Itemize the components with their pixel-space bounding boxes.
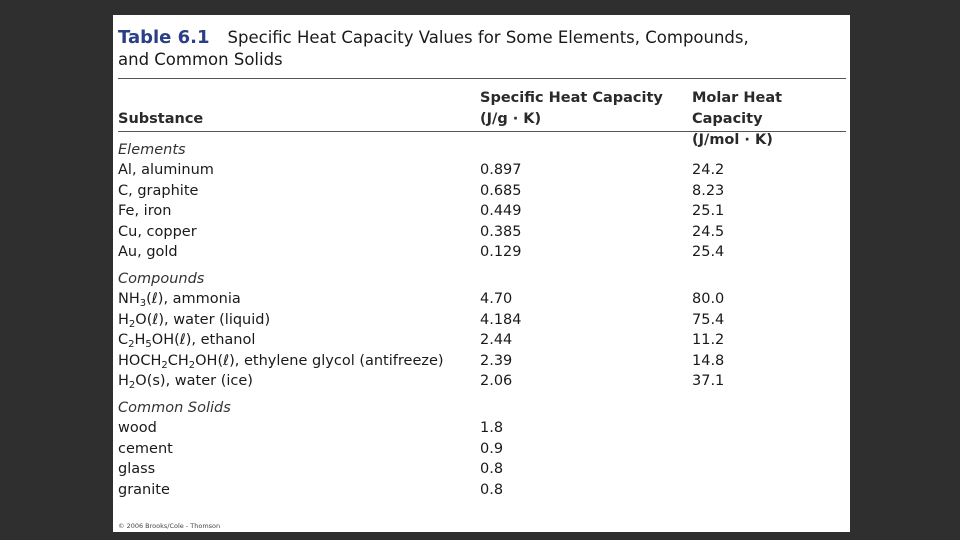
specific-heat-cell: 4.184 <box>480 311 522 328</box>
formula-part: HOCH <box>118 352 162 369</box>
substance-cell: glass <box>118 461 156 477</box>
table-row: H2O(s), water (ice) 2.06 37.1 <box>118 371 846 391</box>
table-row: glass 0.8 <box>118 459 846 479</box>
formula-part: C <box>118 332 129 348</box>
substance-cell: H2O(ℓ), water (liquid) <box>118 310 270 332</box>
substance-cell: Cu, copper <box>118 223 197 240</box>
formula-subscript: 2 <box>128 339 135 350</box>
formula-part: NH <box>118 291 140 307</box>
specific-heat-cell: 2.44 <box>480 332 513 348</box>
top-rule <box>118 78 846 79</box>
category-compounds: Compounds <box>118 271 205 287</box>
substance-cell: HOCH2CH2OH(ℓ), ethylene glycol (antifree… <box>118 351 444 373</box>
category-solids: Common Solids <box>118 400 231 416</box>
molar-heat-cell: 11.2 <box>692 332 725 348</box>
specific-heat-cell: 4.70 <box>480 291 513 307</box>
table-row: Al, aluminum 0.897 24.2 <box>118 160 846 180</box>
substance-cell: C2H5OH(ℓ), ethanol <box>118 330 255 352</box>
formula-part: OH(ℓ) <box>195 352 235 369</box>
table-row: Fe, iron 0.449 25.1 <box>118 201 846 221</box>
substance-cell: wood <box>118 420 157 436</box>
table-row: cement 0.9 <box>118 439 846 459</box>
molar-heat-cell: 14.8 <box>692 352 725 369</box>
formula-subscript: 3 <box>139 298 147 309</box>
formula-subscript: 2 <box>128 318 136 330</box>
compound-name: , ethanol <box>191 332 256 348</box>
copyright-credit: © 2006 Brooks/Cole - Thomson <box>118 522 221 530</box>
formula-subscript: 5 <box>145 339 152 350</box>
substance-cell: Al, aluminum <box>118 162 214 178</box>
formula-part: O(s) <box>135 373 166 389</box>
compound-name: , ethylene glycol (antifreeze) <box>234 352 444 369</box>
specific-heat-cell: 2.06 <box>480 373 513 389</box>
formula-subscript: 2 <box>161 359 168 371</box>
molar-heat-cell: 37.1 <box>692 373 725 389</box>
table-row: Au, gold 0.129 25.4 <box>118 242 846 262</box>
specific-heat-cell: 0.685 <box>480 182 522 199</box>
substance-cell: C, graphite <box>118 182 199 199</box>
substance-cell: Au, gold <box>118 244 178 260</box>
header-specific: Specific Heat Capacity (J/g · K) <box>480 90 663 127</box>
compound-name: , water (liquid) <box>164 311 271 328</box>
table-number: Table 6.1 <box>118 27 210 48</box>
specific-heat-cell: 0.8 <box>480 481 504 498</box>
substance-cell: granite <box>118 481 170 498</box>
table-title-line1: Specific Heat Capacity Values for Some E… <box>227 28 749 47</box>
table-sheet: Table 6.1 Specific Heat Capacity Values f… <box>113 15 850 532</box>
specific-heat-cell: 0.449 <box>480 203 522 219</box>
compound-name: , water (ice) <box>165 373 253 389</box>
compound-name: , ammonia <box>163 291 241 307</box>
table-caption: Table 6.1 Specific Heat Capacity Values f… <box>118 27 838 71</box>
molar-heat-cell: 8.23 <box>692 182 725 199</box>
table-row: HOCH2CH2OH(ℓ), ethylene glycol (antifree… <box>118 351 846 371</box>
table-row: NH3(ℓ), ammonia 4.70 80.0 <box>118 289 846 309</box>
molar-heat-cell: 75.4 <box>692 311 725 328</box>
table-title-line2: and Common Solids <box>118 50 283 69</box>
substance-cell: cement <box>118 440 173 457</box>
substance-cell: H2O(s), water (ice) <box>118 371 253 393</box>
table-row: granite 0.8 <box>118 480 846 500</box>
table-row: C2H5OH(ℓ), ethanol 2.44 11.2 <box>118 330 846 350</box>
specific-heat-cell: 2.39 <box>480 352 513 369</box>
header-substance: Substance <box>118 111 204 127</box>
specific-heat-cell: 1.8 <box>480 420 504 436</box>
category-elements: Elements <box>118 142 186 158</box>
specific-heat-cell: 0.9 <box>480 440 504 457</box>
molar-heat-cell: 24.2 <box>692 162 725 178</box>
formula-part: CH <box>167 352 189 369</box>
table-row: Cu, copper 0.385 24.5 <box>118 222 846 242</box>
formula-part: H <box>134 332 146 348</box>
header-molar: Molar Heat Capacity (J/mol · K) <box>692 90 783 148</box>
specific-heat-cell: 0.8 <box>480 461 504 477</box>
formula-part: O(ℓ) <box>135 311 164 328</box>
header-rule <box>118 131 846 132</box>
formula-part: OH(ℓ) <box>151 332 192 348</box>
molar-heat-cell: 25.1 <box>692 203 725 219</box>
molar-heat-cell: 80.0 <box>692 291 725 307</box>
formula-part: H <box>118 373 129 389</box>
table-row: C, graphite 0.685 8.23 <box>118 181 846 201</box>
formula-subscript: 2 <box>128 380 136 391</box>
molar-heat-cell: 25.4 <box>692 244 725 260</box>
substance-cell: NH3(ℓ), ammonia <box>118 289 241 311</box>
specific-heat-cell: 0.129 <box>480 244 522 260</box>
substance-cell: Fe, iron <box>118 203 172 219</box>
table-row: wood 1.8 <box>118 418 846 438</box>
specific-heat-cell: 0.897 <box>480 162 522 178</box>
formula-subscript: 2 <box>188 359 196 371</box>
formula-part: H <box>118 311 129 328</box>
table-row: H2O(ℓ), water (liquid) 4.184 75.4 <box>118 310 846 330</box>
specific-heat-cell: 0.385 <box>480 223 522 240</box>
molar-heat-cell: 24.5 <box>692 223 725 240</box>
formula-part: (ℓ) <box>146 291 164 307</box>
